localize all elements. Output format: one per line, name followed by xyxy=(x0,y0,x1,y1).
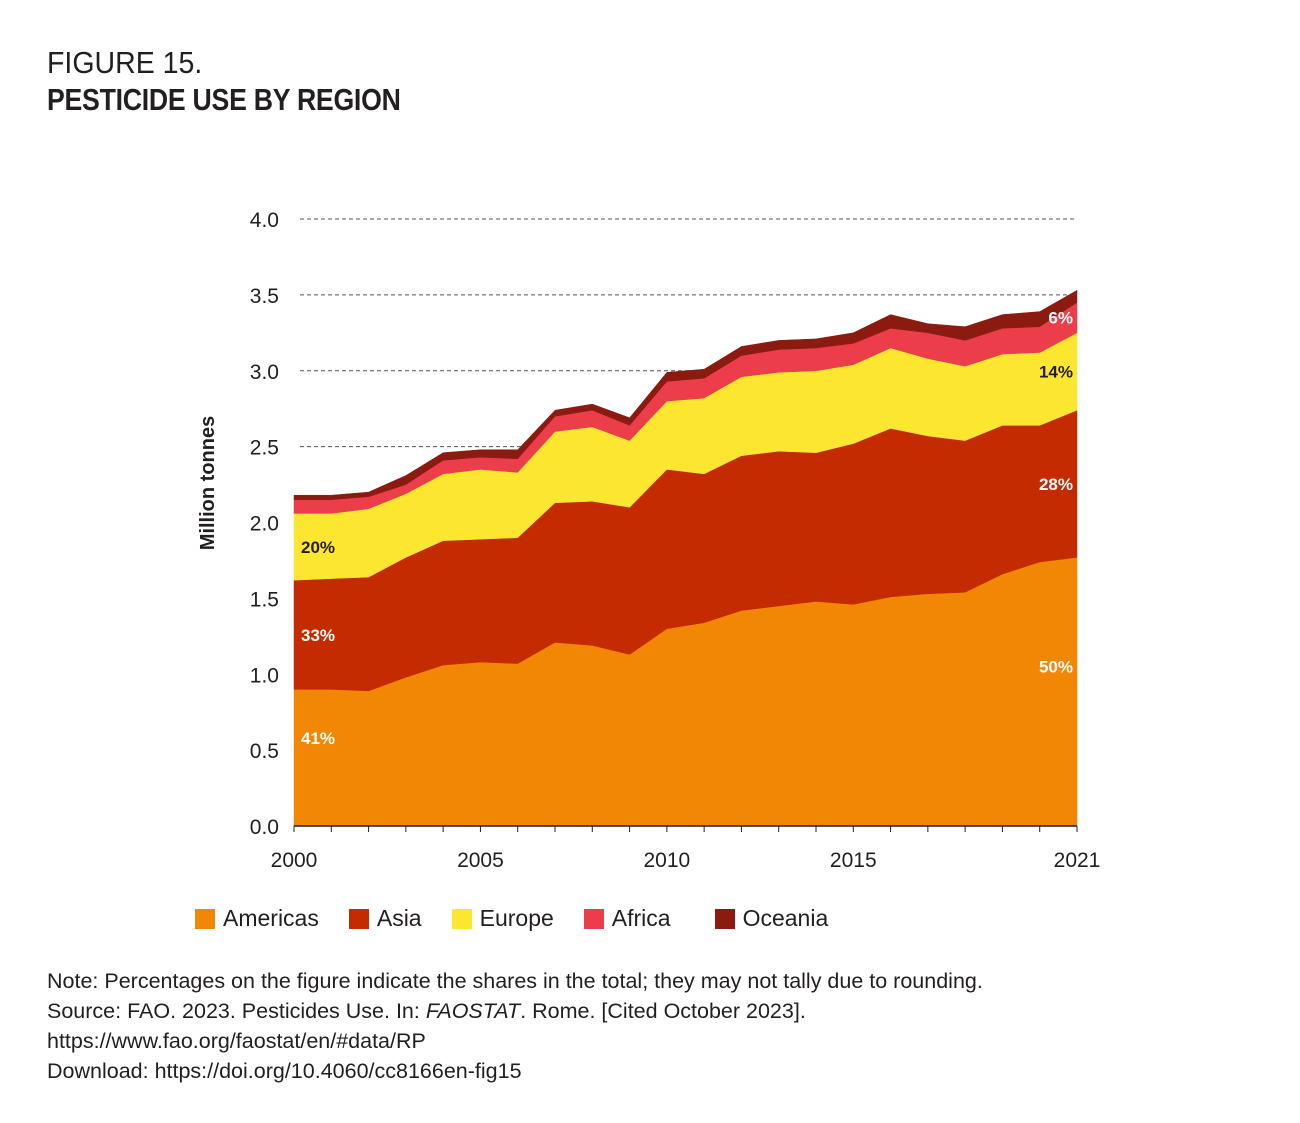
y-tick-label: 1.5 xyxy=(250,588,279,611)
y-axis-label: Million tonnes xyxy=(197,416,219,550)
legend-item-oceania: Oceania xyxy=(714,905,829,932)
figure-title: PESTICIDE USE BY REGION xyxy=(47,82,401,117)
legend-swatch xyxy=(195,908,215,929)
download-link[interactable]: Download: https://doi.org/10.4060/cc8166… xyxy=(47,1059,522,1083)
share-annotations: 41% 33% 20% 50% 28% 14% 6% xyxy=(301,309,1073,748)
area-layers xyxy=(293,289,1078,827)
x-tick-label: 2015 xyxy=(830,849,877,872)
legend-label: Americas xyxy=(223,905,319,931)
y-tick-label: 0.0 xyxy=(250,816,279,839)
y-tick-label: 2.5 xyxy=(250,437,279,460)
legend-label: Oceania xyxy=(742,905,829,931)
share-label-asia-2021: 28% xyxy=(1039,475,1073,494)
y-tick-label: 3.0 xyxy=(250,361,279,384)
source-prefix: Source: FAO. 2023. Pesticides Use. In: xyxy=(47,999,426,1023)
legend-item-africa: Africa xyxy=(583,905,671,932)
legend-item-europe: Europe xyxy=(451,905,554,932)
x-tick-label: 2005 xyxy=(457,849,504,872)
y-tick-label: 4.0 xyxy=(250,209,279,232)
share-label-americas-2000: 41% xyxy=(301,729,335,748)
axes xyxy=(293,825,1078,832)
y-tick-label: 1.0 xyxy=(250,664,279,687)
source-suffix: . Rome. [Cited October 2023]. xyxy=(520,999,806,1023)
legend-swatch xyxy=(348,908,369,929)
share-label-africa-2021: 6% xyxy=(1048,309,1073,328)
share-label-europe-2021: 14% xyxy=(1039,363,1073,382)
x-tick-labels: 2000 2005 2010 2015 2021 xyxy=(271,849,1101,872)
legend-item-asia: Asia xyxy=(348,905,422,932)
legend-label: Asia xyxy=(376,905,422,931)
legend-swatch xyxy=(583,908,604,929)
y-tick-label: 2.0 xyxy=(250,513,279,536)
legend-swatch xyxy=(714,908,735,929)
share-label-americas-2021: 50% xyxy=(1039,658,1073,677)
note-text: Note: Percentages on the figure indicate… xyxy=(47,969,983,993)
share-label-asia-2000: 33% xyxy=(301,626,335,645)
y-tick-labels: 0.0 0.5 1.0 1.5 2.0 2.5 3.0 3.5 4.0 xyxy=(250,209,279,839)
figure-notes: Note: Percentages on the figure indicate… xyxy=(47,966,983,1086)
area-oceania xyxy=(293,289,1078,500)
legend-label: Africa xyxy=(611,905,671,931)
x-tick-label: 2021 xyxy=(1054,849,1101,872)
legend-item-americas: Americas xyxy=(195,905,319,932)
source-url[interactable]: https://www.fao.org/faostat/en/#data/RP xyxy=(47,1029,426,1053)
share-label-europe-2000: 20% xyxy=(301,538,335,557)
source-database: FAOSTAT xyxy=(425,999,521,1023)
y-tick-label: 3.5 xyxy=(250,285,279,308)
stacked-area-chart: 0.0 0.5 1.0 1.5 2.0 2.5 3.0 3.5 4.0 2000 2005 2010… xyxy=(197,209,1101,872)
legend: Americas Asia Europe Africa Oceania xyxy=(195,905,858,932)
legend-label: Europe xyxy=(479,905,554,931)
figure-label: FIGURE 15. xyxy=(47,45,203,80)
y-tick-label: 0.5 xyxy=(250,740,279,763)
x-tick-label: 2010 xyxy=(643,849,690,872)
source-text: Source: FAO. 2023. Pesticides Use. In: F… xyxy=(47,996,983,1026)
x-tick-label: 2000 xyxy=(271,849,318,872)
legend-swatch xyxy=(451,908,472,929)
